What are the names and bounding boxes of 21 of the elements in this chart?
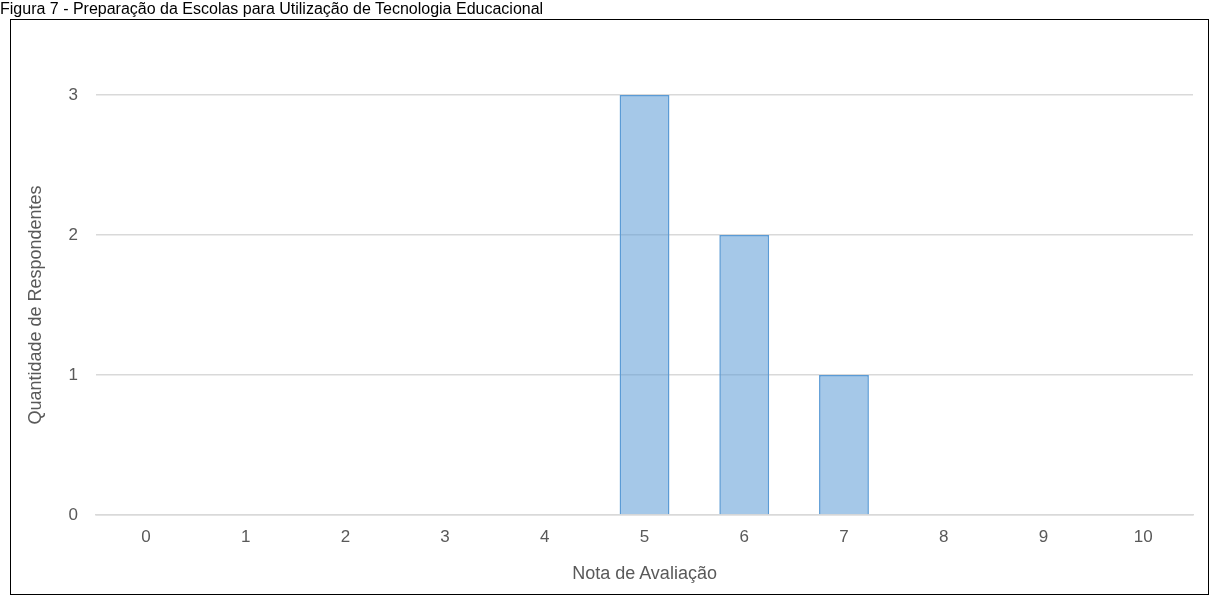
y-axis-title: Quantidade de Respondentes bbox=[24, 185, 45, 425]
bar bbox=[619, 95, 670, 515]
y-tick-label: 3 bbox=[68, 84, 79, 104]
y-tick-label: 2 bbox=[68, 224, 79, 244]
y-tick-label: 1 bbox=[68, 364, 79, 384]
x-tick-label: 6 bbox=[739, 526, 749, 546]
bar bbox=[819, 375, 869, 515]
bar bbox=[719, 235, 770, 515]
x-tick-label: 0 bbox=[141, 526, 151, 546]
x-tick-label: 2 bbox=[340, 526, 351, 546]
x-tick-label: 8 bbox=[938, 526, 949, 546]
x-tick-label: 4 bbox=[540, 526, 550, 546]
x-tick-label: 5 bbox=[639, 526, 650, 546]
x-axis-title: Nota de Avaliação bbox=[572, 563, 717, 584]
x-tick-label: 10 bbox=[1133, 526, 1153, 546]
chart-title: Figura 7 - Preparação da Escolas para Utilização de Tecnologia Educacional bbox=[0, 0, 544, 18]
x-tick-label: 1 bbox=[240, 526, 251, 546]
y-tick-label: 0 bbox=[68, 504, 79, 524]
x-tick-label: 3 bbox=[440, 526, 450, 546]
x-tick-label: 9 bbox=[1038, 526, 1049, 546]
x-tick-label: 7 bbox=[839, 526, 849, 546]
